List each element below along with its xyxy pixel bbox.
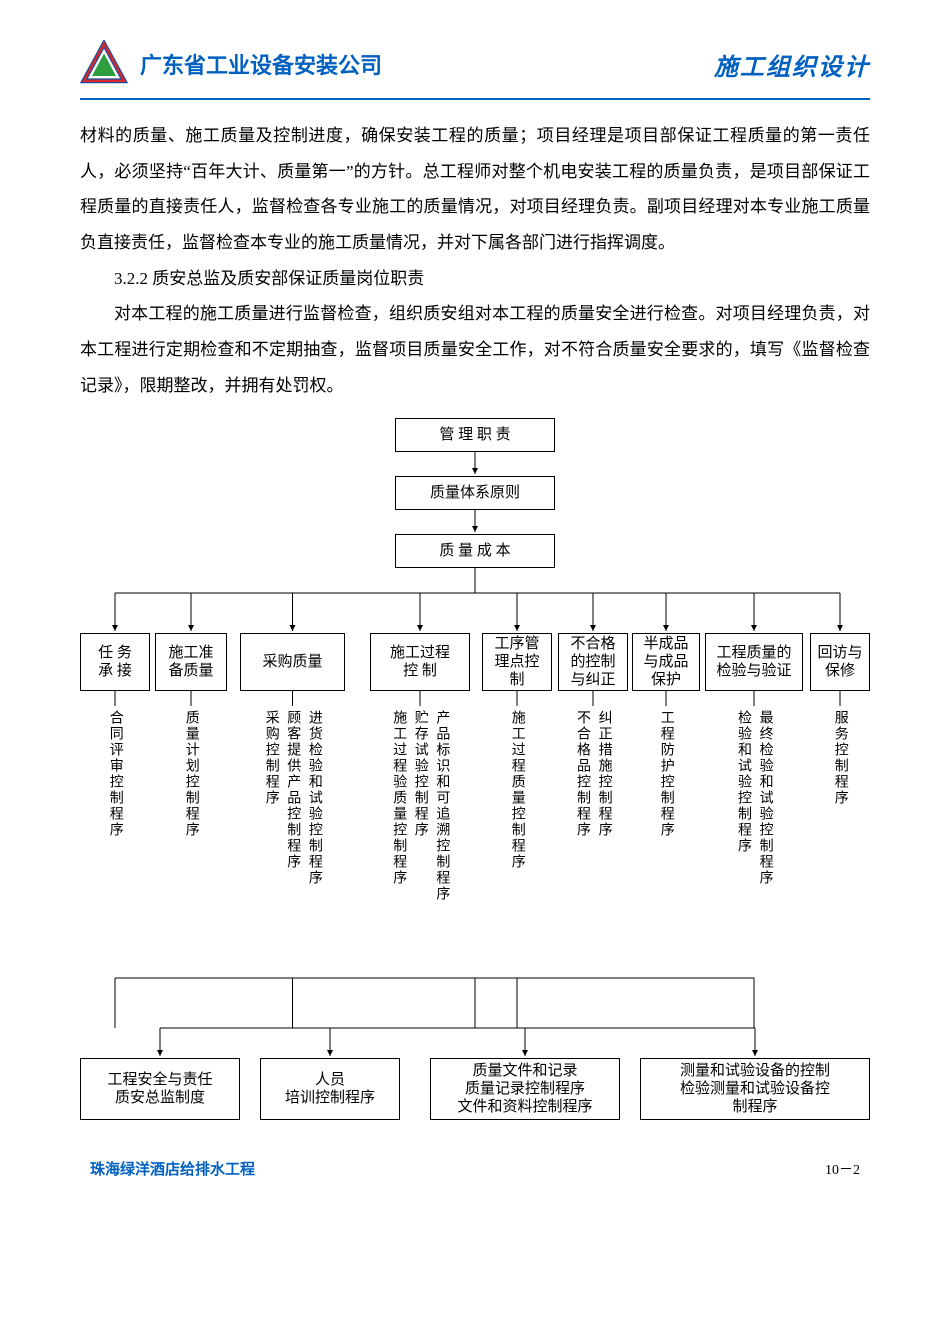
top-box-2: 质量体系原则: [395, 476, 555, 510]
sub-program: 纠正措施控制程序: [594, 710, 614, 838]
col-title-3: 施工过程 控 制: [370, 633, 470, 691]
sub-program: 质量计划控制程序: [181, 710, 201, 838]
footer-project: 珠海绿洋酒店给排水工程: [90, 1158, 255, 1179]
page-number: 10－2: [825, 1159, 860, 1179]
col-title-6: 半成品 与成品 保护: [632, 633, 700, 691]
sub-program: 施工过程质量控制程序: [507, 710, 527, 870]
body-text: 材料的质量、施工质量及控制进度，确保安装工程的质量；项目经理是项目部保证工程质量…: [80, 118, 870, 404]
bottom-box-0: 工程安全与责任 质安总监制度: [80, 1058, 240, 1120]
col-title-0: 任 务 承 接: [80, 633, 150, 691]
org-flowchart: 管 理 职 责质量体系原则质 量 成 本任 务 承 接合同评审控制程序 施工准 备…: [80, 418, 870, 1148]
sub-program: 顾客提供产品控制程序: [283, 710, 303, 886]
sub-program: 最终检验和试验控制程序: [755, 710, 775, 886]
page: 广东省工业设备安装公司 施工组织设计 材料的质量、施工质量及控制进度，确保安装工…: [0, 0, 950, 1199]
sub-program: 产品标识和可追溯控制程序: [432, 710, 452, 902]
header: 广东省工业设备安装公司 施工组织设计: [80, 40, 870, 88]
section-heading: 3.2.2 质安总监及质安部保证质量岗位职责: [80, 261, 870, 297]
top-box-1: 管 理 职 责: [395, 418, 555, 452]
company-logo-icon: [80, 40, 128, 88]
sub-program: 工程防护控制程序: [656, 710, 676, 838]
col-subs-4: 施工过程质量控制程序: [482, 710, 552, 870]
top-box-3: 质 量 成 本: [395, 534, 555, 568]
col-subs-0: 合同评审控制程序: [80, 710, 150, 838]
bottom-box-2: 质量文件和记录 质量记录控制程序 文件和资料控制程序: [430, 1058, 620, 1120]
sub-program: 施工过程验质量控制程序: [389, 710, 409, 902]
header-divider: [80, 98, 870, 100]
col-title-5: 不合格 的控制 与纠正: [558, 633, 628, 691]
col-subs-1: 质量计划控制程序: [155, 710, 227, 838]
col-title-4: 工序管 理点控 制: [482, 633, 552, 691]
col-subs-7: 检验和试验控制程序最终检验和试验控制程序: [705, 710, 803, 886]
bottom-box-1: 人员 培训控制程序: [260, 1058, 400, 1120]
sub-program: 采购控制程序: [261, 710, 281, 886]
col-title-8: 回访与 保修: [810, 633, 870, 691]
sub-program: 贮存试验控制程序: [410, 710, 430, 902]
col-subs-2: 采购控制程序顾客提供产品控制程序进货检验和试验控制程序: [240, 710, 345, 886]
col-subs-8: 服务控制程序: [810, 710, 870, 806]
sub-program: 不合格品控制程序: [572, 710, 592, 838]
col-subs-6: 工程防护控制程序: [632, 710, 700, 838]
bottom-box-3: 测量和试验设备的控制 检验测量和试验设备控 制程序: [640, 1058, 870, 1120]
col-subs-3: 施工过程验质量控制程序贮存试验控制程序产品标识和可追溯控制程序: [370, 710, 470, 902]
footer: 珠海绿洋酒店给排水工程 10－2: [80, 1158, 870, 1179]
col-title-1: 施工准 备质量: [155, 633, 227, 691]
paragraph-2: 对本工程的施工质量进行监督检查，组织质安组对本工程的质量安全进行检查。对项目经理…: [80, 296, 870, 403]
sub-program: 检验和试验控制程序: [733, 710, 753, 886]
col-subs-5: 不合格品控制程序纠正措施控制程序: [558, 710, 628, 838]
col-title-2: 采购质量: [240, 633, 345, 691]
col-title-7: 工程质量的 检验与验证: [705, 633, 803, 691]
sub-program: 服务控制程序: [830, 710, 850, 806]
sub-program: 合同评审控制程序: [105, 710, 125, 838]
company-name: 广东省工业设备安装公司: [140, 48, 714, 80]
paragraph-1: 材料的质量、施工质量及控制进度，确保安装工程的质量；项目经理是项目部保证工程质量…: [80, 118, 870, 261]
sub-program: 进货检验和试验控制程序: [304, 710, 324, 886]
document-title: 施工组织设计: [714, 47, 870, 82]
